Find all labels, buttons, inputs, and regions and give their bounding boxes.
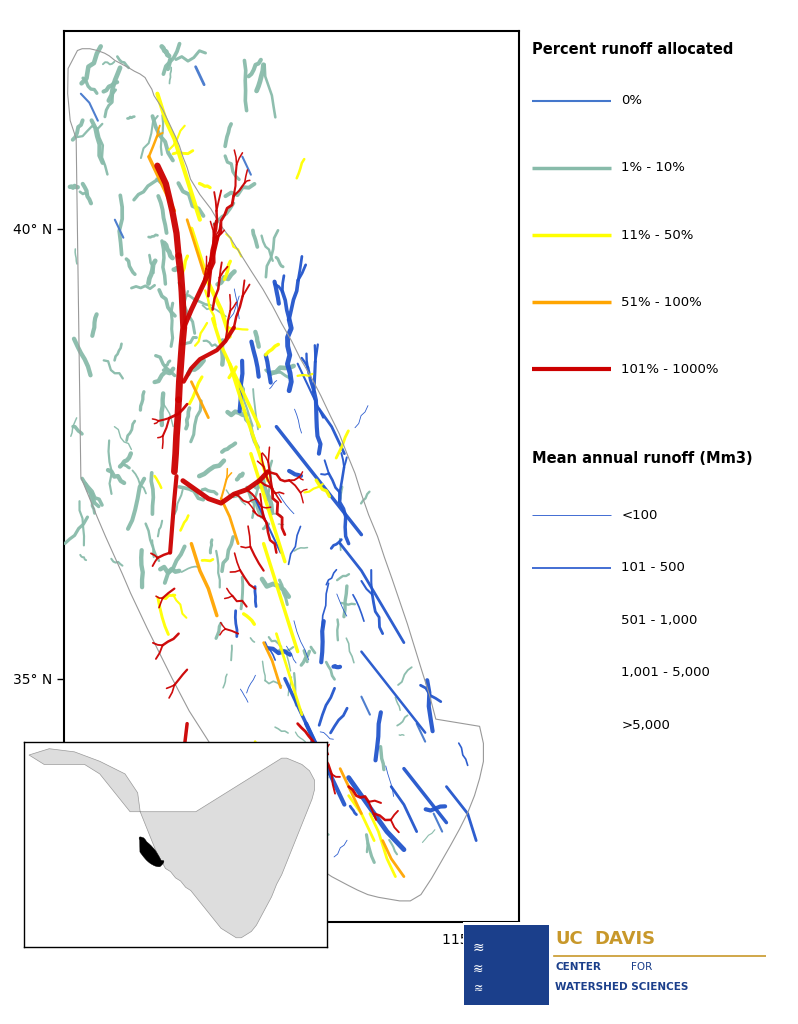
Text: <100: <100 bbox=[622, 509, 658, 521]
Text: 501 - 1,000: 501 - 1,000 bbox=[622, 613, 698, 627]
Text: 11% - 50%: 11% - 50% bbox=[622, 228, 693, 242]
Text: WATERSHED SCIENCES: WATERSHED SCIENCES bbox=[555, 982, 689, 992]
Text: >5,000: >5,000 bbox=[622, 719, 670, 732]
Polygon shape bbox=[29, 749, 314, 938]
Text: DAVIS: DAVIS bbox=[595, 930, 656, 948]
Text: 101% - 1000%: 101% - 1000% bbox=[622, 362, 719, 376]
Text: ≋: ≋ bbox=[473, 984, 483, 994]
Polygon shape bbox=[139, 837, 164, 866]
Text: 51% - 100%: 51% - 100% bbox=[622, 296, 702, 308]
Text: ≋: ≋ bbox=[472, 963, 484, 976]
Text: 1% - 10%: 1% - 10% bbox=[622, 162, 685, 174]
Text: ≋: ≋ bbox=[472, 941, 484, 954]
Text: CENTER: CENTER bbox=[555, 963, 601, 973]
Text: FOR: FOR bbox=[631, 963, 653, 973]
Text: Percent runoff allocated: Percent runoff allocated bbox=[532, 42, 733, 57]
Text: UC: UC bbox=[555, 930, 583, 948]
Bar bbox=[464, 925, 549, 1006]
Text: 0%: 0% bbox=[622, 94, 642, 108]
Text: Mean annual runoff (Mm3): Mean annual runoff (Mm3) bbox=[532, 451, 753, 466]
Text: 101 - 500: 101 - 500 bbox=[622, 561, 685, 574]
Text: 1,001 - 5,000: 1,001 - 5,000 bbox=[622, 667, 710, 679]
